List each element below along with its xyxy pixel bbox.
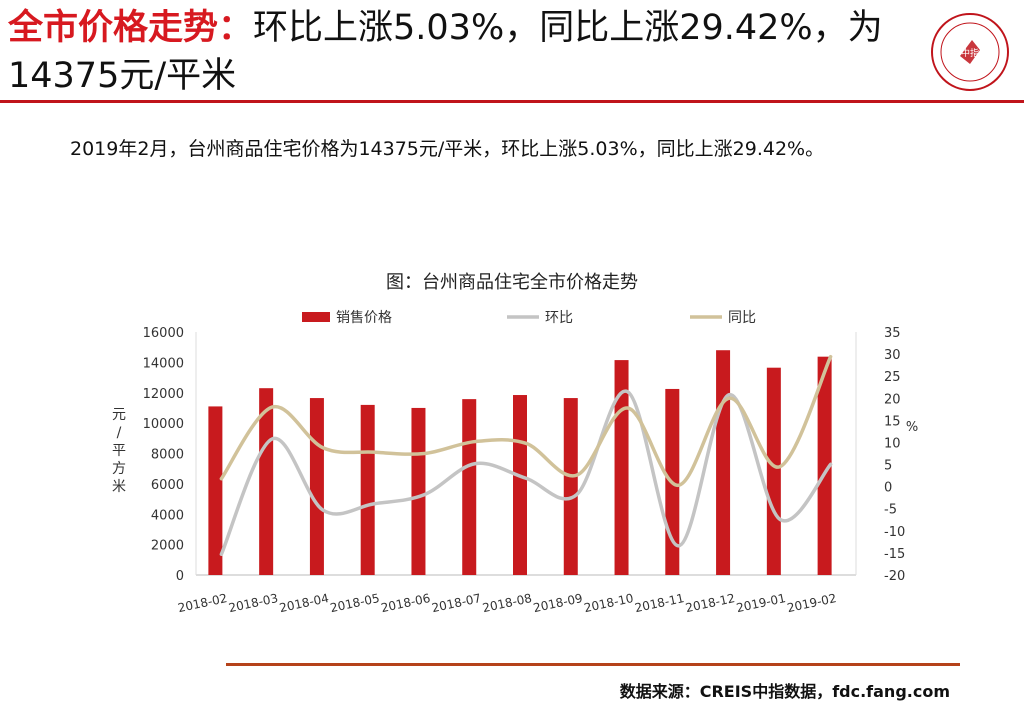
x-tick-label: 2018-10 xyxy=(583,591,635,615)
bar-sales-price xyxy=(411,407,426,575)
x-tick-label: 2018-09 xyxy=(532,591,584,615)
y2-tick-label: 0 xyxy=(884,481,892,496)
x-tick-label: 2018-12 xyxy=(684,591,736,615)
y-axis-label-char: / xyxy=(117,425,122,441)
x-tick-label: 2018-07 xyxy=(430,591,482,615)
x-tick-label: 2018-05 xyxy=(329,591,381,615)
y2-tick-label: 30 xyxy=(884,348,901,363)
x-tick-label: 2018-03 xyxy=(227,591,279,615)
bar-sales-price xyxy=(462,399,477,575)
header-divider xyxy=(0,100,1024,103)
y2-tick-label: -5 xyxy=(884,503,897,518)
bar-sales-price xyxy=(208,406,223,575)
x-tick-label: 2018-06 xyxy=(380,591,432,615)
y-tick-label: 6000 xyxy=(151,478,184,493)
legend-label: 同比 xyxy=(728,310,756,326)
y2-tick-label: -20 xyxy=(884,569,905,584)
y-tick-label: 8000 xyxy=(151,448,184,463)
legend-swatch xyxy=(302,312,330,322)
y-tick-label: 0 xyxy=(176,569,184,584)
bar-sales-price xyxy=(817,356,832,575)
bar-sales-price xyxy=(563,398,578,575)
y2-tick-label: 10 xyxy=(884,436,901,451)
bar-sales-price xyxy=(259,388,274,575)
y2-tick-label: 15 xyxy=(884,414,901,429)
y-tick-label: 4000 xyxy=(151,508,184,523)
bar-sales-price xyxy=(513,395,527,575)
y-tick-label: 2000 xyxy=(151,539,184,554)
bar-sales-price xyxy=(309,398,324,575)
summary-text: 2019年2月，台州商品住宅价格为14375元/平米，环比上涨5.03%，同比上… xyxy=(70,138,825,160)
bar-sales-price xyxy=(360,404,375,575)
x-tick-label: 2018-02 xyxy=(177,591,229,615)
y-tick-label: 10000 xyxy=(143,417,184,432)
x-tick-label: 2019-02 xyxy=(786,591,838,615)
page-title-highlight: 全市价格走势： xyxy=(8,8,254,48)
x-tick-label: 2018-04 xyxy=(278,591,330,615)
data-source: 数据来源：CREIS中指数据，fdc.fang.com xyxy=(619,682,950,701)
y-axis-label-char: 方 xyxy=(112,461,126,477)
y2-tick-label: -10 xyxy=(884,525,905,540)
footer-divider xyxy=(226,663,960,666)
y2-tick-label: 35 xyxy=(884,326,901,341)
legend-label: 销售价格 xyxy=(336,310,392,326)
y2-axis-label: % xyxy=(906,420,918,435)
line-mom xyxy=(219,389,833,556)
line-yoy xyxy=(219,354,833,488)
x-tick-label: 2018-08 xyxy=(481,591,533,615)
bar-sales-price xyxy=(716,350,731,575)
logo-text: 中指 xyxy=(961,47,979,59)
legend-label: 环比 xyxy=(545,310,573,326)
y-axis-label-char: 米 xyxy=(112,479,126,495)
y2-tick-label: 20 xyxy=(884,392,901,407)
y2-tick-label: 25 xyxy=(884,370,901,385)
y-tick-label: 12000 xyxy=(143,387,184,402)
y-tick-label: 14000 xyxy=(143,356,184,371)
x-tick-label: 2019-01 xyxy=(735,591,787,615)
y-axis-label-char: 平 xyxy=(112,443,126,459)
y2-tick-label: -15 xyxy=(884,547,905,562)
bar-sales-price xyxy=(766,367,781,575)
y-axis-label-char: 元 xyxy=(112,407,126,423)
page-title: 全市价格走势：环比上涨5.03%，同比上涨29.42%，为14375元/平米 xyxy=(8,4,908,100)
y2-tick-label: 5 xyxy=(884,459,892,474)
china-index-academy-logo: 中指 xyxy=(931,13,1009,91)
x-tick-label: 2018-11 xyxy=(633,591,685,615)
y-tick-label: 16000 xyxy=(143,326,184,341)
page-title-rest: 环比上涨5.03%，同比上涨29.42%，为14375元/平米 xyxy=(8,8,883,96)
chart-title: 图：台州商品住宅全市价格走势 xyxy=(386,272,638,293)
